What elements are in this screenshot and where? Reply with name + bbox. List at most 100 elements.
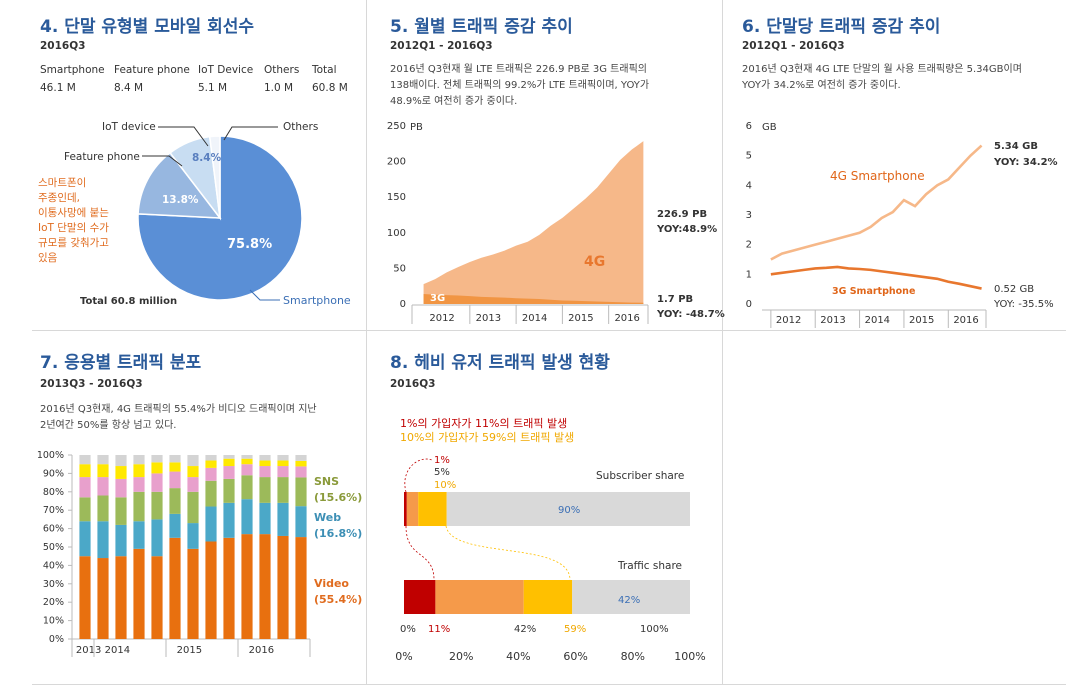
traffic-label-59: 59% [564,624,586,635]
pie-slice-feature-phone [137,151,222,219]
x-tick-label: 2016 [614,313,639,324]
bar-segment-other1 [241,464,253,476]
bar-segment-other1 [133,477,145,492]
bar-segment-other3 [79,455,91,465]
area-3g [423,294,644,304]
stat-label: Total [312,64,337,76]
y-tick-label: 40% [43,560,64,571]
annot-4g-value: 226.9 PB [657,209,707,220]
stat-label: IoT Device [198,64,254,76]
y-tick-label: 100 [387,228,406,239]
connector-10pct-traffic [445,525,571,581]
bar-segment-other1 [151,473,163,492]
pie-label-iot: IoT device [102,121,156,133]
legend-video-value: (55.4%) [314,593,362,606]
bar-segment-other1 [79,477,91,498]
traffic-label-11: 11% [428,624,450,635]
panel-monthly-traffic: 5. 월별 트래픽 증감 추이 2012Q1 - 2016Q3 2016년 Q3… [382,0,725,330]
bar-segment-other1 [169,471,181,489]
x-tick-label: 0% [395,650,412,663]
line-3g-smartphone [770,265,982,290]
pie-label-smartphone: Smartphone [283,294,351,307]
leader-line-smartphone [249,289,280,301]
panel-subtitle: 2012Q1 - 2016Q3 [390,40,493,52]
traffic-label-0: 0% [400,624,416,635]
y-tick-label: 30% [43,579,64,590]
panel-title: 4. 단말 유형별 모바일 회선수 [40,17,255,37]
bar-segment-video [115,556,127,639]
legend-video: Video [314,577,349,590]
bar-segment-web [259,502,271,535]
y-tick-label: 80% [43,487,64,498]
legend-sns: SNS [314,475,339,488]
bar-segment-other2 [133,464,145,478]
x-tick-label: 80% [621,650,645,663]
y-tick-label: 4 [746,180,752,191]
area-chart: 0 50 100 150 200 250 2012 2013 2014 2015 2016 PB 4… [387,121,725,324]
bar-segment-video [151,556,163,639]
bar-segment-web [205,506,217,542]
y-tick-label: 0 [400,299,406,310]
y-tick-label: 0% [49,634,64,645]
leader-line-iot [158,126,209,147]
note-line: 있음 [38,252,58,264]
y-tick-label: 3 [746,210,752,221]
sub-rest-label: 90% [558,505,580,516]
divider-h2 [32,684,1066,685]
y-tick-label: 250 [387,121,406,132]
note-line: 이통사망에 붙는 [38,207,109,219]
legend-web-value: (16.8%) [314,527,362,540]
bar-segment-other3 [133,455,145,465]
stat-label: Smartphone [40,64,105,76]
bar-segment-web [97,521,109,559]
bar-segment-other3 [223,455,235,459]
y-tick-label: 20% [43,597,64,608]
note-line: 주종인데, [38,192,80,204]
bar-segment-other2 [277,460,289,467]
y-tick-label: 50 [393,263,406,274]
traffic-label-100: 100% [640,624,669,635]
panel-title: 6. 단말당 트래픽 증감 추이 [742,17,941,37]
bar-segment-other2 [187,466,199,478]
x-tick-label: 60% [563,650,587,663]
bar-segment-sns [187,491,199,524]
bar-segment-web [223,502,235,538]
sub-label-5: 5% [434,467,450,478]
bar-segment-sns [241,475,253,500]
bar-segment-other1 [295,466,307,478]
y-tick-label: 100% [37,450,64,461]
bar-segment-other2 [241,458,253,465]
desc-line: YOY가 34.2%로 여전히 증가 중이다. [742,80,901,91]
stat-label: Others [264,64,300,76]
note-line: 규모를 갖춰가고 [38,237,109,249]
y-tick-label: 60% [43,524,64,535]
bar-segment-web [277,502,289,536]
annot-3g-value: 1.7 PB [657,294,693,305]
y-tick-label: 50% [43,542,64,553]
sub-bar-top5 [406,492,419,526]
sub-label-1: 1% [434,455,450,466]
bar-segment-video [259,534,271,639]
y-tick-label: 6 [746,121,752,132]
y-tick-label: 2 [746,240,752,251]
leader-line-feature [142,155,183,167]
annot-3g-yoy: YOY: -35.5% [993,299,1054,310]
x-tick-label: 2014 [865,315,890,326]
bar-segment-web [187,523,199,549]
traffic-bar-top5 [435,580,524,614]
pie-label-others: Others [283,121,318,133]
bar-segment-sns [259,477,271,503]
desc-line: 48.9%로 여전히 증가 중이다. [390,96,518,107]
panel-app-traffic: 7. 응용별 트래픽 분포 2013Q3 - 2016Q3 2016년 Q3현재… [32,340,366,684]
traffic-bar-top10 [523,580,573,614]
bar-segment-other3 [205,455,217,461]
legend-sns-value: (15.6%) [314,491,362,504]
bar-segment-sns [79,497,91,522]
stat-label: Feature phone [114,64,190,76]
bar-segment-video [187,548,199,639]
stat-value: 5.1 M [198,82,228,94]
bar-segment-video [241,534,253,639]
bar-segment-web [133,521,145,549]
bar-segment-other2 [259,460,271,467]
x-tick-label: 2016 [953,315,978,326]
